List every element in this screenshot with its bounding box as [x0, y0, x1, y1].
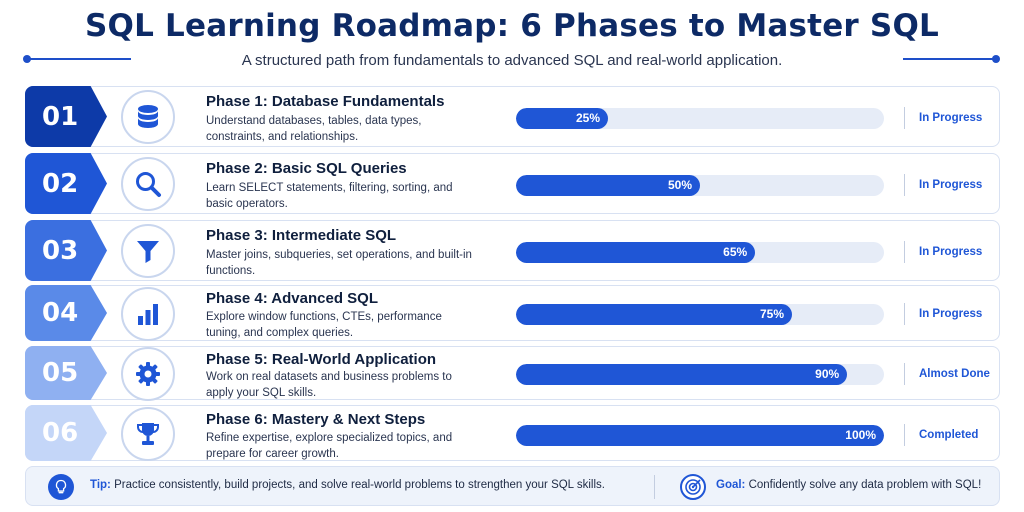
status-text: In Progress: [919, 112, 983, 124]
goal-label: Goal:: [716, 479, 746, 491]
lightbulb-icon: [48, 474, 74, 500]
filter-icon: [121, 224, 175, 278]
phase-description: Explore window functions, CTEs, performa…: [206, 311, 442, 339]
trophy-icon: [121, 407, 175, 461]
footer-banner: Tip: Practice consistently, build projec…: [25, 466, 1000, 506]
rule-dot: [992, 55, 1000, 63]
phase-title: Phase 3: Intermediate SQL: [206, 227, 397, 244]
search-icon: [121, 157, 175, 211]
status-divider: [904, 424, 905, 446]
title-rule-right: [903, 55, 1000, 63]
status-text: In Progress: [919, 246, 983, 258]
phase-card-3: 03 Phase 3: Intermediate SQL Master join…: [25, 220, 1000, 281]
progress-label: 65%: [723, 245, 748, 259]
progress-bar: 25%: [516, 108, 884, 129]
title-rule-left: [23, 55, 131, 63]
phase-description: Work on real datasets and business probl…: [206, 371, 452, 399]
page-subtitle: A structured path from fundamentals to a…: [241, 52, 783, 69]
status-text: In Progress: [919, 308, 983, 320]
progress-bar: 75%: [516, 304, 884, 325]
bar-chart-icon: [121, 287, 175, 341]
progress-label: 25%: [575, 111, 600, 125]
progress-label: 100%: [845, 428, 876, 442]
status-divider: [904, 241, 905, 263]
database-icon: [121, 90, 175, 144]
phase-title: Phase 4: Advanced SQL: [206, 290, 379, 307]
progress-fill: 90%: [516, 364, 848, 385]
progress-fill: 50%: [516, 175, 700, 196]
phase-description: Learn SELECT statements, filtering, sort…: [206, 182, 453, 210]
status-divider: [904, 363, 905, 385]
phase-card-4: 04 Phase 4: Advanced SQL Explore window …: [25, 285, 1000, 341]
page-title: SQL Learning Roadmap: 6 Phases to Master…: [85, 8, 939, 44]
phase-description: Understand databases, tables, data types…: [206, 115, 422, 143]
status-divider: [904, 107, 905, 129]
status-text: In Progress: [919, 179, 983, 191]
phase-card-1: 01 Phase 1: Database Fundamentals Unders…: [25, 86, 1000, 147]
tip-label: Tip:: [90, 479, 111, 491]
status-divider: [904, 174, 905, 196]
progress-fill: 65%: [516, 242, 756, 263]
progress-fill: 25%: [516, 108, 608, 129]
rule-dot: [23, 55, 31, 63]
phase-title: Phase 6: Mastery & Next Steps: [206, 411, 426, 428]
phase-description: Master joins, subqueries, set operations…: [206, 249, 472, 277]
phase-title: Phase 5: Real-World Application: [206, 351, 437, 368]
progress-bar: 100%: [516, 425, 884, 446]
progress-bar: 65%: [516, 242, 884, 263]
phase-number-badge: 04: [25, 285, 107, 341]
goal-body: Confidently solve any data problem with …: [745, 479, 982, 491]
progress-fill: 75%: [516, 304, 792, 325]
phase-card-6: 06 Phase 6: Mastery & Next Steps Refine …: [25, 405, 1000, 461]
progress-label: 75%: [759, 307, 784, 321]
progress-label: 50%: [667, 178, 692, 192]
phase-card-5: 05 Phase 5: Real-World Application Work …: [25, 346, 1000, 401]
progress-bar: 50%: [516, 175, 884, 196]
target-icon: [680, 474, 706, 500]
goal-text: Goal: Confidently solve any data problem…: [716, 479, 981, 491]
footer-divider: [654, 475, 655, 499]
progress-bar: 90%: [516, 364, 884, 385]
tip-body: Practice consistently, build projects, a…: [110, 479, 605, 491]
progress-fill: 100%: [516, 425, 884, 446]
status-divider: [904, 303, 905, 325]
status-text: Almost Done: [919, 368, 990, 380]
phase-number-badge: 01: [25, 86, 107, 147]
status-text: Completed: [919, 429, 979, 441]
phase-number-badge: 06: [25, 405, 107, 461]
phase-title: Phase 1: Database Fundamentals: [206, 93, 445, 110]
phase-number-badge: 03: [25, 220, 107, 281]
phase-number-badge: 05: [25, 346, 107, 400]
progress-label: 90%: [815, 367, 840, 381]
phase-description: Refine expertise, explore specialized to…: [206, 432, 453, 460]
phase-card-2: 02 Phase 2: Basic SQL Queries Learn SELE…: [25, 153, 1000, 214]
tip-text: Tip: Practice consistently, build projec…: [90, 479, 605, 491]
phase-title: Phase 2: Basic SQL Queries: [206, 160, 407, 177]
gear-icon: [121, 347, 175, 401]
phase-number-badge: 02: [25, 153, 107, 214]
